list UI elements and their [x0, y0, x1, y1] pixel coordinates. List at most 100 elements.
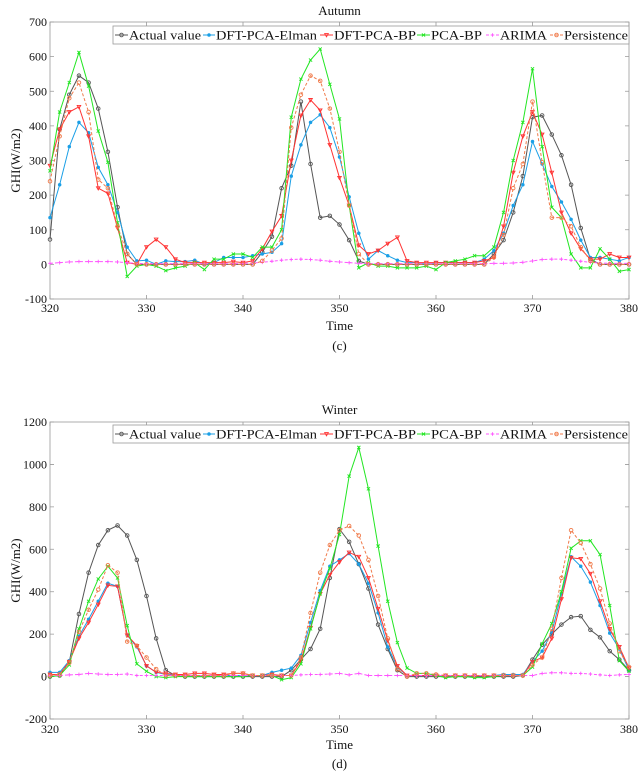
data-point: [66, 110, 72, 115]
data-point: [375, 606, 381, 612]
data-point: [279, 668, 284, 672]
data-point: [462, 262, 468, 267]
data-point: [86, 134, 92, 139]
data-point: [568, 555, 574, 561]
data-point: [375, 248, 381, 254]
data-point: [299, 257, 303, 261]
data-point: [414, 671, 419, 676]
data-point: [182, 262, 188, 267]
data-point: [76, 73, 82, 78]
series-dft-pca-bp: [47, 98, 632, 268]
data-point: [607, 626, 613, 632]
data-point: [578, 265, 583, 270]
data-point: [395, 666, 400, 672]
data-point: [357, 231, 361, 235]
data-point: [405, 265, 409, 270]
data-point: [76, 629, 82, 635]
data-point: [308, 672, 313, 677]
data-point: [356, 265, 361, 270]
x-tick-label: 350: [331, 722, 349, 736]
data-point: [317, 626, 323, 632]
data-point: [76, 636, 82, 642]
data-point: [327, 106, 333, 111]
data-point: [549, 636, 555, 642]
data-point: [501, 673, 506, 678]
legend-label: DFT-PCA-Elman: [216, 427, 318, 442]
data-point: [308, 161, 313, 167]
data-point: [144, 655, 149, 660]
data-point: [289, 174, 294, 178]
data-point: [385, 241, 391, 247]
data-point: [115, 570, 120, 575]
data-point: [559, 622, 564, 627]
figure-caption: (c): [332, 338, 346, 353]
data-point: [540, 641, 545, 646]
data-point: [569, 546, 574, 551]
data-point: [607, 262, 612, 267]
legend-item: Actual value: [115, 28, 201, 43]
data-point: [86, 620, 92, 626]
data-point: [578, 244, 584, 250]
data-point: [144, 258, 149, 262]
data-point: [86, 109, 91, 115]
data-point: [318, 258, 322, 263]
legend: Actual value DFT-PCA-Elman DFT-PCA-BP PCA-B…: [112, 25, 630, 45]
data-point: [539, 132, 545, 138]
data-point: [153, 262, 159, 267]
data-point: [240, 262, 246, 267]
data-point: [96, 577, 101, 581]
series-line: [49, 524, 630, 678]
data-point: [587, 571, 593, 577]
data-point: [47, 237, 53, 242]
legend-label: Actual value: [129, 427, 201, 442]
data-point: [289, 163, 294, 168]
legend-label: DFT-PCA-Elman: [216, 28, 318, 43]
data-point: [607, 257, 612, 262]
data-point: [105, 149, 111, 155]
data-point: [115, 672, 120, 677]
data-point: [212, 257, 216, 262]
data-point: [540, 671, 544, 676]
data-point: [559, 200, 564, 204]
data-point: [307, 98, 314, 103]
data-point: [511, 203, 515, 208]
data-point: [482, 673, 487, 678]
data-point: [443, 673, 448, 678]
x-axis-label: Time: [326, 318, 353, 333]
data-point: [327, 82, 332, 87]
data-point: [404, 262, 410, 267]
series-line: [49, 525, 630, 678]
data-point: [404, 259, 410, 264]
data-point: [491, 245, 496, 249]
data-point: [569, 217, 573, 222]
data-point: [510, 210, 516, 215]
data-point: [105, 527, 111, 533]
data-point: [617, 262, 622, 267]
data-point: [57, 182, 62, 187]
data-point: [569, 252, 574, 256]
data-point: [289, 257, 294, 262]
legend-marker: [421, 33, 426, 37]
data-point: [558, 597, 565, 602]
data-point: [134, 557, 140, 563]
figure-caption: (d): [332, 756, 347, 771]
data-point: [337, 149, 342, 155]
data-point: [385, 673, 390, 678]
data-point: [414, 262, 419, 267]
data-point: [356, 251, 362, 257]
x-tick-label: 340: [234, 722, 252, 736]
data-point: [510, 185, 516, 191]
data-point: [299, 673, 303, 677]
legend: Actual value DFT-PCA-Elman DFT-PCA-BP PCA-B…: [112, 424, 630, 444]
legend-label: ARIMA: [500, 427, 548, 442]
data-point: [579, 238, 583, 242]
data-point: [279, 258, 284, 263]
data-point: [95, 542, 101, 548]
data-point: [172, 672, 179, 678]
data-point: [211, 672, 217, 678]
legend-label: PCA-BP: [431, 28, 482, 43]
data-point: [67, 260, 72, 264]
data-point: [241, 252, 245, 256]
data-point: [627, 672, 631, 677]
data-point: [558, 210, 565, 216]
